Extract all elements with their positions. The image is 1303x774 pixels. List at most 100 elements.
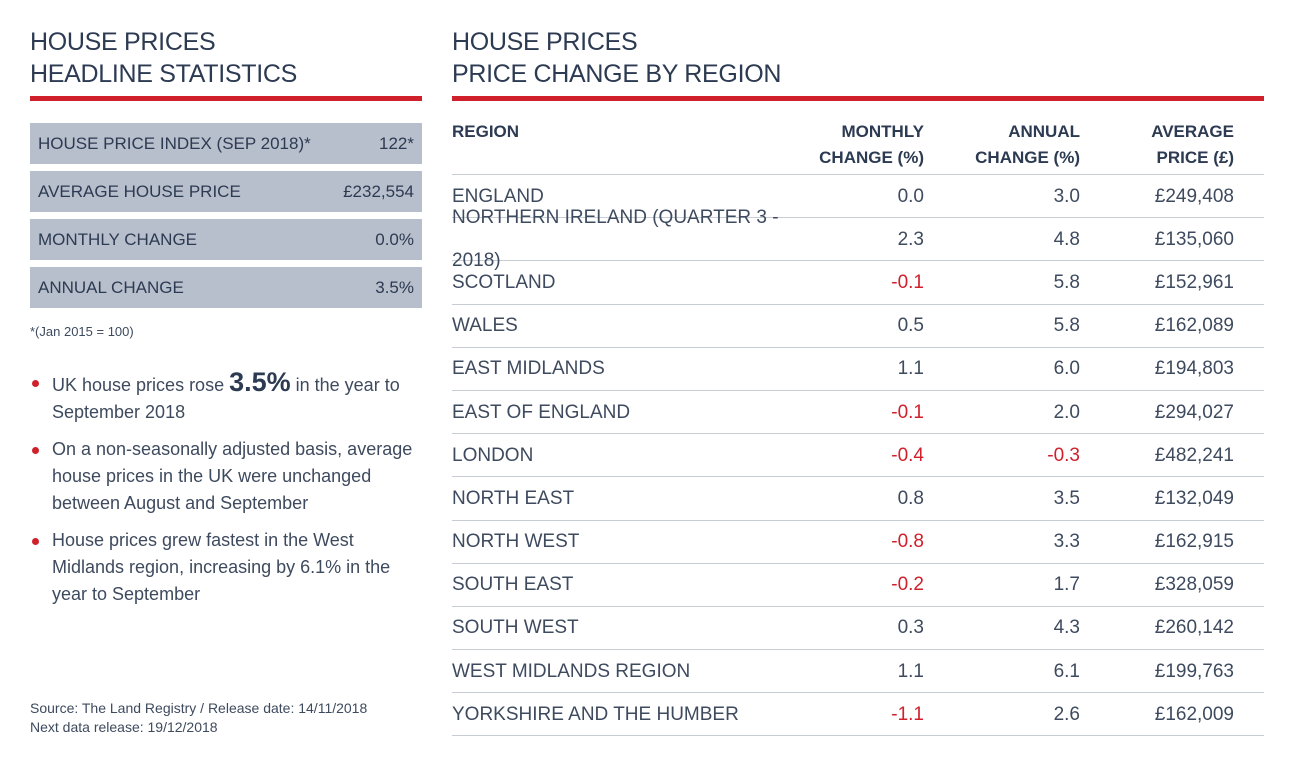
monthly-change-cell: -0.8 — [891, 531, 924, 553]
col-header-line: AVERAGE — [1151, 122, 1234, 141]
region-cell: NORTH EAST — [452, 487, 575, 509]
key-point-text-pre: UK house prices rose — [52, 375, 230, 395]
average-price-cell: £152,961 — [1154, 271, 1234, 293]
headline-title-line2: HEADLINE STATISTICS — [30, 60, 298, 88]
stat-row-annual-change: ANNUAL CHANGE 3.5% — [30, 267, 422, 308]
annual-change-cell: 5.8 — [1053, 315, 1080, 337]
headline-title: HOUSE PRICES HEADLINE STATISTICS — [30, 26, 422, 90]
annual-change-cell: 3.0 — [1053, 185, 1080, 207]
table-row: ENGLAND 0.0 3.0 £249,408 — [452, 175, 1264, 219]
region-cell: SOUTH EAST — [452, 574, 574, 596]
region-divider — [452, 96, 1264, 101]
monthly-change-cell: 2.3 — [897, 228, 924, 250]
table-row: WALES 0.5 5.8 £162,089 — [452, 305, 1264, 348]
average-price-cell: £260,142 — [1154, 617, 1234, 639]
table-row: WEST MIDLANDS REGION 1.1 6.1 £199,763 — [452, 650, 1264, 694]
average-price-cell: £249,408 — [1154, 185, 1234, 207]
col-header-line: CHANGE (%) — [975, 148, 1080, 167]
region-cell: YORKSHIRE AND THE HUMBER — [452, 703, 739, 725]
annual-change-cell: 5.8 — [1053, 271, 1080, 293]
monthly-change-cell: -0.1 — [891, 271, 924, 293]
col-header-monthly: MONTHLY CHANGE (%) — [782, 119, 924, 174]
col-header-line: ANNUAL — [1008, 122, 1080, 141]
average-price-cell: £328,059 — [1154, 574, 1234, 596]
table-row: SCOTLAND -0.1 5.8 £152,961 — [452, 261, 1264, 305]
annual-change-cell: 4.8 — [1053, 228, 1080, 250]
headline-divider — [30, 96, 422, 101]
stat-label: ANNUAL CHANGE — [38, 277, 184, 297]
annual-change-cell: 3.5 — [1053, 487, 1080, 509]
table-row: EAST OF ENGLAND -0.1 2.0 £294,027 — [452, 391, 1264, 435]
bullet-dot-icon — [32, 538, 39, 545]
key-point-text: House prices grew fastest in the West Mi… — [52, 530, 391, 604]
key-point: UK house prices rose 3.5% in the year to… — [30, 369, 422, 426]
annual-change-cell: 4.3 — [1053, 617, 1080, 639]
region-cell: EAST OF ENGLAND — [452, 401, 631, 423]
stat-row-average-price: AVERAGE HOUSE PRICE £232,554 — [30, 171, 422, 212]
source-note: Source: The Land Registry / Release date… — [30, 699, 367, 737]
region-cell: NORTHERN IRELAND (QUARTER 3 - 2018) — [452, 207, 779, 272]
table-row: NORTH EAST 0.8 3.5 £132,049 — [452, 477, 1264, 521]
annual-change-cell: -0.3 — [1047, 444, 1080, 466]
stat-label: AVERAGE HOUSE PRICE — [38, 181, 241, 201]
average-price-cell: £482,241 — [1154, 444, 1234, 466]
region-cell: WALES — [452, 315, 518, 337]
col-header-region: REGION — [452, 119, 782, 174]
average-price-cell: £294,027 — [1154, 401, 1234, 423]
monthly-change-cell: 1.1 — [897, 660, 924, 682]
table-row: YORKSHIRE AND THE HUMBER -1.1 2.6 £162,009 — [452, 693, 1264, 737]
table-body: ENGLAND 0.0 3.0 £249,408 NORTHERN IRELAND (Q… — [452, 175, 1264, 737]
monthly-change-cell: -0.4 — [891, 444, 924, 466]
col-header-text: REGION — [452, 122, 520, 141]
average-price-cell: £162,915 — [1154, 531, 1234, 553]
region-cell: SOUTH WEST — [452, 617, 579, 639]
col-header-line: MONTHLY — [841, 122, 925, 141]
table-row: SOUTH EAST -0.2 1.7 £328,059 — [452, 564, 1264, 607]
table-row: NORTHERN IRELAND (QUARTER 3 - 2018) 2.3 4.… — [452, 207, 1264, 271]
stat-value: 0.0% — [375, 229, 414, 249]
key-points-list: UK house prices rose 3.5% in the year to… — [30, 369, 422, 608]
annual-change-cell: 6.0 — [1053, 358, 1080, 380]
monthly-change-cell: -0.1 — [891, 401, 924, 423]
headline-title-line1: HOUSE PRICES — [30, 28, 216, 56]
key-point-highlight: 3.5% — [229, 367, 291, 397]
col-header-line: CHANGE (%) — [819, 148, 924, 167]
region-cell: NORTH WEST — [452, 531, 580, 553]
annual-change-cell: 6.1 — [1053, 660, 1080, 682]
monthly-change-cell: 0.0 — [897, 185, 924, 207]
average-price-cell: £162,009 — [1154, 703, 1234, 725]
bullet-dot-icon — [32, 380, 39, 387]
stat-value: 3.5% — [375, 277, 414, 297]
stat-row-index: HOUSE PRICE INDEX (SEP 2018)* 122* — [30, 123, 422, 164]
region-cell: SCOTLAND — [452, 271, 556, 293]
average-price-cell: £132,049 — [1154, 487, 1234, 509]
headline-panel: HOUSE PRICES HEADLINE STATISTICS HOUSE P… — [30, 26, 422, 618]
stat-value: 122* — [379, 133, 414, 153]
monthly-change-cell: 0.5 — [897, 315, 924, 337]
region-panel: HOUSE PRICES PRICE CHANGE BY REGION REGI… — [452, 26, 1264, 737]
annual-change-cell: 3.3 — [1053, 531, 1080, 553]
monthly-change-cell: 1.1 — [897, 358, 924, 380]
table-row: SOUTH WEST 0.3 4.3 £260,142 — [452, 607, 1264, 651]
region-title: HOUSE PRICES PRICE CHANGE BY REGION — [452, 26, 1264, 90]
table-row: LONDON -0.4 -0.3 £482,241 — [452, 434, 1264, 478]
annual-change-cell: 1.7 — [1053, 574, 1080, 596]
stat-row-monthly-change: MONTHLY CHANGE 0.0% — [30, 219, 422, 260]
table-row: NORTH WEST -0.8 3.3 £162,915 — [452, 521, 1264, 564]
stat-label: HOUSE PRICE INDEX (SEP 2018)* — [38, 133, 311, 153]
stats-list: HOUSE PRICE INDEX (SEP 2018)* 122* AVERA… — [30, 123, 422, 308]
average-price-cell: £199,763 — [1154, 660, 1234, 682]
col-header-line: PRICE (£) — [1156, 148, 1234, 167]
key-point-text: On a non-seasonally adjusted basis, aver… — [52, 439, 413, 513]
monthly-change-cell: -0.2 — [891, 574, 924, 596]
source-line: Source: The Land Registry / Release date… — [30, 700, 368, 716]
key-point-text-post: in the year to September 2018 — [52, 375, 400, 422]
index-footnote: *(Jan 2015 = 100) — [30, 324, 134, 339]
monthly-change-cell: 0.8 — [897, 487, 924, 509]
region-title-line2: PRICE CHANGE BY REGION — [452, 60, 782, 88]
region-cell: WEST MIDLANDS REGION — [452, 660, 691, 682]
region-cell: EAST MIDLANDS — [452, 358, 605, 380]
region-title-line1: HOUSE PRICES — [452, 28, 638, 56]
bullet-dot-icon — [32, 447, 39, 454]
monthly-change-cell: -1.1 — [891, 703, 924, 725]
